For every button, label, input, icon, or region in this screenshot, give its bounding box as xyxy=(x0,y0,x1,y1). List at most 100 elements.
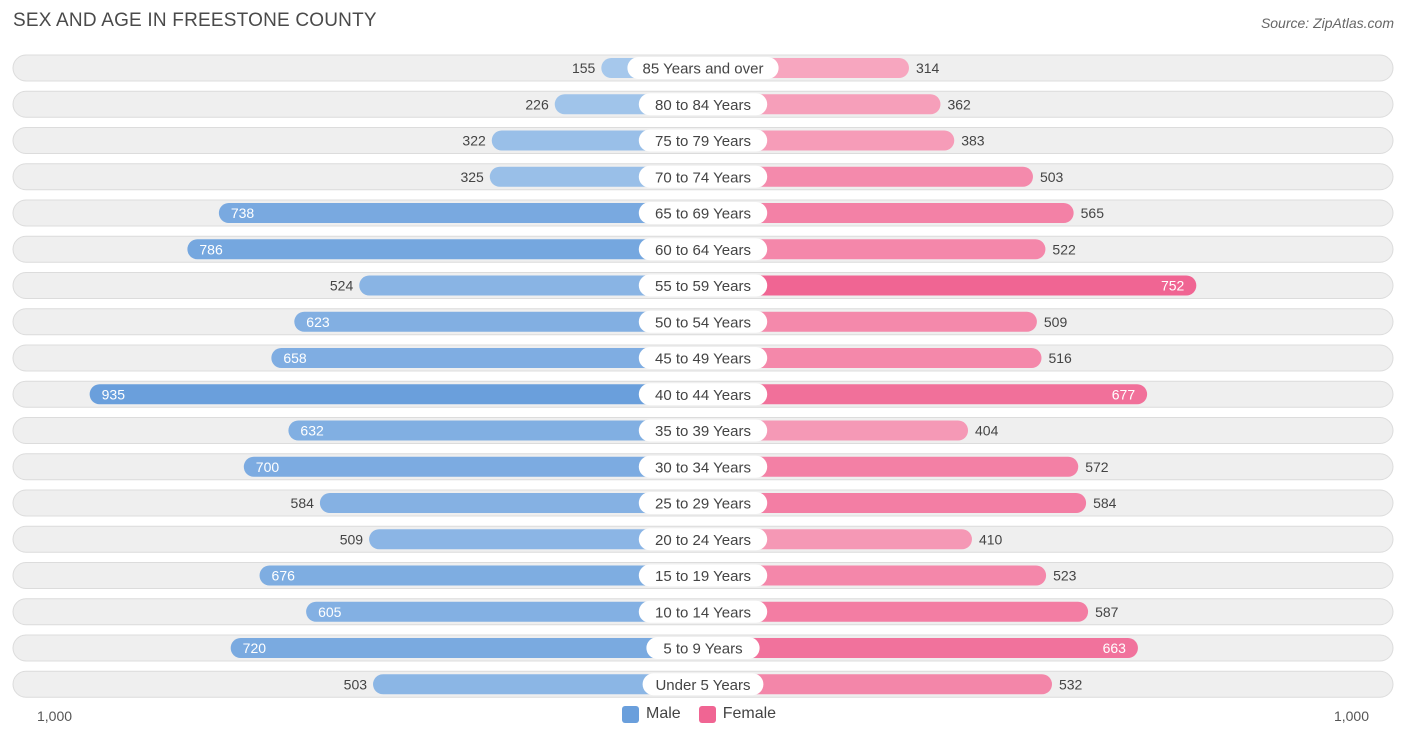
category-label-background xyxy=(638,600,768,623)
female-value-label: 314 xyxy=(916,60,940,76)
category-label: 65 to 69 Years xyxy=(655,206,751,223)
male-value-label: 322 xyxy=(462,133,486,149)
male-value-label: 720 xyxy=(243,640,267,656)
legend: Male Female xyxy=(622,705,784,723)
female-value-label: 404 xyxy=(975,423,999,439)
category-label: 70 to 74 Years xyxy=(655,169,751,186)
category-label-background xyxy=(638,202,768,224)
female-bar xyxy=(703,239,1046,260)
female-value-label: 572 xyxy=(1085,459,1109,475)
male-value-label: 738 xyxy=(231,205,255,221)
female-value-label: 532 xyxy=(1059,676,1083,692)
female-value-label: 584 xyxy=(1093,495,1117,511)
category-label-background xyxy=(638,238,768,261)
male-value-label: 632 xyxy=(300,423,324,439)
category-label: 80 to 84 Years xyxy=(655,97,751,114)
male-bar xyxy=(288,420,703,441)
category-label-background xyxy=(638,564,768,587)
male-bar xyxy=(319,493,703,513)
category-label: 55 to 59 Years xyxy=(655,278,751,295)
female-value-label: 663 xyxy=(1103,640,1127,656)
category-label-background xyxy=(638,492,768,514)
category-label: 30 to 34 Years xyxy=(655,459,751,476)
male-bar xyxy=(218,203,703,223)
female-bar xyxy=(703,674,1052,695)
category-label-background xyxy=(638,129,768,152)
male-value-label: 155 xyxy=(572,60,596,76)
male-bar xyxy=(271,348,703,368)
legend-male-label: Male xyxy=(646,705,681,722)
category-label: 35 to 39 Years xyxy=(655,423,751,440)
female-value-label: 383 xyxy=(961,133,985,149)
male-value-label: 700 xyxy=(256,459,280,475)
female-value-label: 503 xyxy=(1040,169,1064,185)
category-label: 10 to 14 Years xyxy=(655,604,751,621)
category-label: 40 to 44 Years xyxy=(655,387,751,404)
female-value-label: 410 xyxy=(979,531,1003,547)
female-bar xyxy=(703,601,1089,622)
category-label-background xyxy=(642,673,764,696)
female-bar xyxy=(703,384,1148,405)
category-label-background xyxy=(638,274,768,297)
male-bar xyxy=(373,674,703,695)
female-value-label: 677 xyxy=(1112,386,1136,402)
male-swatch-icon xyxy=(622,705,639,723)
female-bar xyxy=(703,203,1074,223)
female-value-label: 516 xyxy=(1048,350,1072,366)
legend-item-male[interactable]: Male xyxy=(622,705,681,723)
legend-item-female[interactable]: Female xyxy=(698,705,777,723)
female-bar xyxy=(703,348,1042,368)
category-label-background xyxy=(627,57,779,79)
male-bar xyxy=(243,456,704,477)
female-value-label: 565 xyxy=(1081,205,1105,221)
male-value-label: 786 xyxy=(199,241,223,257)
female-value-label: 523 xyxy=(1053,568,1077,584)
category-label: 5 to 9 Years xyxy=(663,641,742,658)
female-swatch-icon xyxy=(698,705,716,723)
male-bar xyxy=(359,275,703,296)
male-value-label: 503 xyxy=(344,676,368,692)
female-value-label: 752 xyxy=(1161,278,1185,294)
male-bar xyxy=(89,384,703,405)
male-value-label: 584 xyxy=(291,495,315,511)
female-value-label: 522 xyxy=(1052,241,1076,257)
category-label: 75 to 79 Years xyxy=(655,133,751,150)
category-label-background xyxy=(638,310,768,333)
male-bar xyxy=(230,638,703,658)
legend-female-label: Female xyxy=(722,705,777,722)
male-bar xyxy=(369,529,703,550)
category-label-background xyxy=(638,383,768,406)
female-value-label: 362 xyxy=(947,96,971,112)
category-label: 60 to 64 Years xyxy=(655,242,751,259)
category-label-background xyxy=(638,528,768,551)
female-bar xyxy=(703,420,969,441)
category-label: 45 to 49 Years xyxy=(655,351,751,368)
male-bar xyxy=(187,239,703,260)
male-value-label: 524 xyxy=(330,278,354,294)
female-value-label: 509 xyxy=(1044,314,1068,330)
male-bar xyxy=(294,311,703,332)
category-label-background xyxy=(638,455,768,478)
female-bar xyxy=(703,166,1033,187)
male-value-label: 226 xyxy=(525,96,549,112)
male-value-label: 325 xyxy=(460,169,484,185)
female-bar xyxy=(703,311,1037,332)
female-value-label: 587 xyxy=(1095,604,1119,620)
axis-right-label: 1,000 xyxy=(1333,708,1369,724)
category-label: 25 to 29 Years xyxy=(655,496,751,513)
female-bar xyxy=(703,456,1079,477)
male-value-label: 676 xyxy=(272,568,296,584)
category-label: 50 to 54 Years xyxy=(655,314,751,331)
male-value-label: 509 xyxy=(340,531,364,547)
male-value-label: 605 xyxy=(318,604,342,620)
category-label: Under 5 Years xyxy=(655,677,750,694)
female-bar xyxy=(703,565,1047,586)
female-bar xyxy=(703,275,1197,296)
category-label: 20 to 24 Years xyxy=(655,532,751,549)
chart-title: SEX AND AGE IN FREESTONE COUNTY xyxy=(13,10,377,31)
male-value-label: 623 xyxy=(306,314,330,330)
male-value-label: 658 xyxy=(283,350,307,366)
source-label[interactable]: Source: ZipAtlas.com xyxy=(1260,15,1394,31)
category-label-background xyxy=(646,637,760,659)
